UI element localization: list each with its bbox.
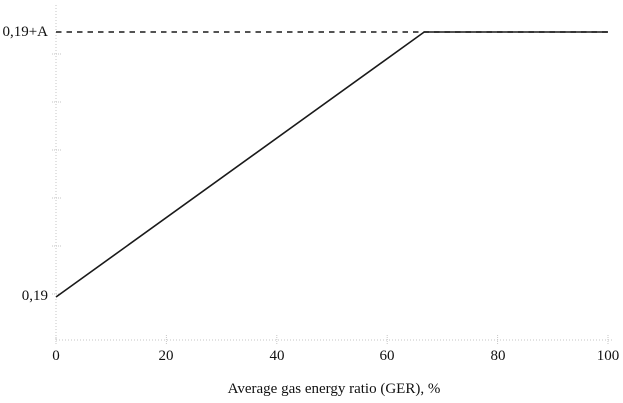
series-value-vs-GER	[55, 31, 608, 298]
x-tick-label-60: 60	[379, 348, 395, 364]
y-tick-label-lower: 0,19	[21, 288, 48, 304]
x-tick-label-80: 80	[490, 348, 506, 364]
y-tick-label-upper: 0,19+A	[2, 24, 48, 40]
x-tick-label-40: 40	[269, 348, 285, 364]
x-tick-label-20: 20	[158, 348, 174, 364]
x-axis-title: Average gas energy ratio (GER), %	[227, 381, 441, 397]
x-tick-label-100: 100	[596, 348, 620, 364]
x-tick-label-0: 0	[52, 348, 60, 364]
